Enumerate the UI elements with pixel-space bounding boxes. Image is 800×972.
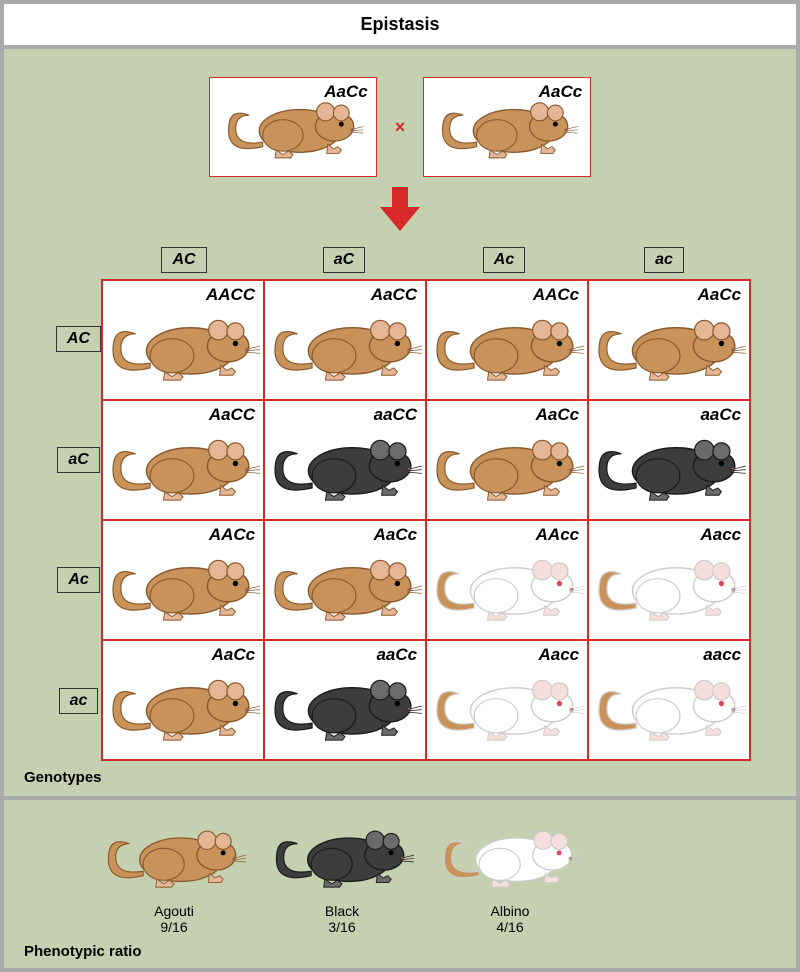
cell-0-0: AACC bbox=[102, 280, 264, 400]
cell-2-1: AaCc bbox=[264, 520, 426, 640]
cell-mouse bbox=[430, 300, 584, 395]
ratio-name: Black bbox=[270, 903, 414, 919]
cross-symbol: × bbox=[395, 117, 406, 138]
parents-row: AaCc × AaCc bbox=[22, 77, 778, 177]
parent-1-box: AaCc bbox=[209, 77, 377, 177]
title-bar: Epistasis bbox=[4, 4, 796, 49]
ratio-label: Phenotypic ratio bbox=[24, 943, 778, 960]
cell-0-3: AaCc bbox=[588, 280, 750, 400]
row-header-3: ac bbox=[56, 641, 101, 761]
arrow-icon bbox=[22, 185, 778, 233]
cell-mouse bbox=[268, 660, 422, 755]
cell-mouse bbox=[430, 660, 584, 755]
cell-1-1: aaCC bbox=[264, 400, 426, 520]
cell-1-3: aaCc bbox=[588, 400, 750, 520]
ratio-fraction: 9/16 bbox=[102, 919, 246, 935]
cell-mouse bbox=[592, 660, 746, 755]
col-header-0: AC bbox=[104, 247, 264, 273]
cell-mouse bbox=[592, 420, 746, 515]
cell-mouse bbox=[106, 660, 260, 755]
main-panel: AaCc × AaCc bbox=[4, 49, 796, 796]
punnett-square: AC aC Ac ac AC aC Ac ac AACC bbox=[56, 247, 744, 761]
cell-mouse bbox=[268, 420, 422, 515]
ratio-name: Agouti bbox=[102, 903, 246, 919]
cell-2-3: Aacc bbox=[588, 520, 750, 640]
ratio-row: Agouti 9/16 Black 3/16 bbox=[102, 812, 778, 935]
cell-mouse bbox=[106, 300, 260, 395]
cell-mouse bbox=[430, 420, 584, 515]
cell-3-2: Aacc bbox=[426, 640, 588, 760]
cell-0-1: AaCC bbox=[264, 280, 426, 400]
cell-mouse bbox=[268, 300, 422, 395]
cell-1-0: AaCC bbox=[102, 400, 264, 520]
row-headers: AC aC Ac ac bbox=[56, 279, 101, 761]
cell-mouse bbox=[592, 300, 746, 395]
col-header-1: aC bbox=[264, 247, 424, 273]
cell-1-2: AaCc bbox=[426, 400, 588, 520]
cell-mouse bbox=[106, 420, 260, 515]
parent-2-mouse bbox=[436, 84, 578, 172]
parent-2-box: AaCc bbox=[423, 77, 591, 177]
cell-mouse bbox=[268, 540, 422, 635]
cell-mouse bbox=[106, 540, 260, 635]
row-header-2: Ac bbox=[56, 520, 101, 640]
row-header-0: AC bbox=[56, 279, 101, 399]
ratio-item-2: Albino 4/16 bbox=[438, 812, 582, 935]
cell-mouse bbox=[592, 540, 746, 635]
ratio-panel: Agouti 9/16 Black 3/16 bbox=[4, 796, 796, 968]
cell-3-0: AaCc bbox=[102, 640, 264, 760]
ratio-item-1: Black 3/16 bbox=[270, 812, 414, 935]
ratio-item-0: Agouti 9/16 bbox=[102, 812, 246, 935]
ratio-fraction: 3/16 bbox=[270, 919, 414, 935]
cell-2-0: AACc bbox=[102, 520, 264, 640]
diagram-title: Epistasis bbox=[360, 14, 439, 34]
column-headers: AC aC Ac ac bbox=[104, 247, 744, 273]
cell-0-2: AACc bbox=[426, 280, 588, 400]
diagram-frame: Epistasis AaCc × bbox=[0, 0, 800, 972]
ratio-fraction: 4/16 bbox=[438, 919, 582, 935]
col-header-3: ac bbox=[584, 247, 744, 273]
ratio-name: Albino bbox=[438, 903, 582, 919]
cell-2-2: AAcc bbox=[426, 520, 588, 640]
genotypes-label: Genotypes bbox=[24, 769, 778, 786]
cell-mouse bbox=[430, 540, 584, 635]
grid: AACC AaCC bbox=[101, 279, 751, 761]
col-header-2: Ac bbox=[424, 247, 584, 273]
cell-3-3: aacc bbox=[588, 640, 750, 760]
row-header-1: aC bbox=[56, 400, 101, 520]
parent-1-mouse bbox=[222, 84, 364, 172]
cell-3-1: aaCc bbox=[264, 640, 426, 760]
